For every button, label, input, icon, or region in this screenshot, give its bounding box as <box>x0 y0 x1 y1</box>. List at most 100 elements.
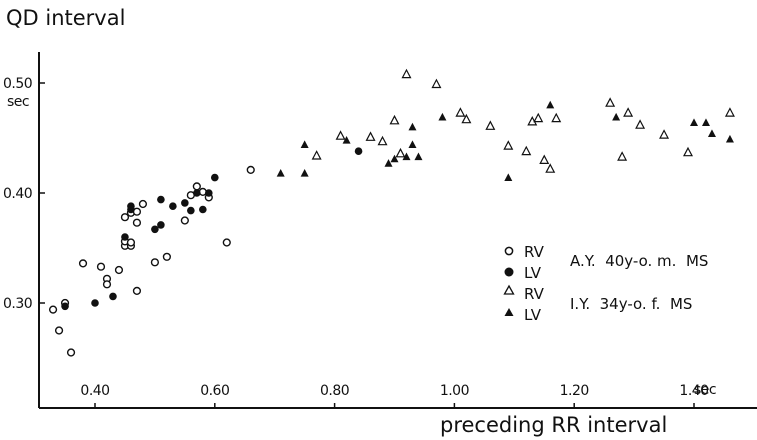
data-point-filled-triangle <box>707 129 716 137</box>
data-point-filled-triangle <box>690 118 698 126</box>
data-point-open-circle <box>162 252 171 261</box>
data-point-filled-circle <box>91 299 99 307</box>
data-point-open-triangle <box>551 112 562 123</box>
data-point-open-triangle <box>521 145 532 156</box>
x-tick-label: 1.40 <box>679 383 708 399</box>
data-point-filled-circle <box>199 205 207 214</box>
data-point-open-triangle <box>539 154 550 164</box>
data-point-open-triangle <box>431 78 442 89</box>
data-point-filled-triangle <box>300 140 309 148</box>
data-point-open-triangle <box>659 129 670 139</box>
x-axis-unit: sec <box>694 382 716 398</box>
data-point-open-triangle <box>623 107 634 117</box>
data-point-open-triangle <box>401 68 412 79</box>
data-point-filled-triangle <box>384 159 393 167</box>
data-point-filled-triangle <box>725 134 734 143</box>
data-point-filled-circle <box>211 173 219 182</box>
data-point-filled-circle <box>157 221 165 229</box>
data-point-open-circle <box>96 262 106 271</box>
data-point-open-circle <box>132 286 142 296</box>
y-axis-unit: sec <box>7 94 29 110</box>
data-point-open-triangle <box>365 131 376 141</box>
data-point-filled-circle <box>181 199 189 207</box>
data-point-filled-circle <box>205 189 213 197</box>
legend-label-ay-rv: RV <box>524 243 545 261</box>
data-point-filled-triangle <box>701 118 710 126</box>
data-point-open-triangle <box>635 119 646 129</box>
legend-marker-ay-lv <box>504 267 514 277</box>
data-point-open-circle <box>132 218 142 227</box>
data-point-open-triangle <box>455 107 466 117</box>
data-point-open-triangle <box>485 120 496 130</box>
x-tick-label: 0.60 <box>200 383 229 399</box>
legend-label-iy-lv: LV <box>524 306 542 324</box>
data-point-filled-circle <box>157 195 165 204</box>
data-point-open-triangle <box>617 151 628 161</box>
data-point-filled-triangle <box>276 169 285 177</box>
data-point-open-triangle <box>377 135 388 146</box>
y-tick-label: 0.30 <box>3 296 32 312</box>
data-point-filled-circle <box>127 205 135 214</box>
data-point-filled-triangle <box>300 169 309 177</box>
legend-marker-iy-rv <box>503 284 515 295</box>
data-point-open-triangle <box>683 146 694 157</box>
data-point-open-triangle <box>311 150 322 160</box>
y-tick-label: 0.40 <box>3 186 32 202</box>
data-point-open-circle <box>102 280 112 289</box>
data-point-filled-triangle <box>402 152 411 161</box>
data-point-open-circle <box>180 216 189 225</box>
data-point-filled-circle <box>193 189 201 197</box>
data-point-filled-circle <box>61 302 69 311</box>
legend-marker-ay-rv <box>504 246 514 256</box>
y-axis-title: QD interval <box>6 6 125 30</box>
data-point-open-circle <box>126 238 136 247</box>
data-point-open-triangle <box>395 147 406 158</box>
legend-marker-iy-lv <box>504 308 514 316</box>
tick-layer: 0.40 0.60 0.80 1.00 1.20 1.40 0.30 0.40 0.50 <box>3 76 709 408</box>
data-point-filled-triangle <box>408 140 417 148</box>
data-points <box>48 68 735 357</box>
data-point-open-triangle <box>389 114 400 125</box>
data-point-open-triangle <box>533 112 544 123</box>
data-point-open-circle <box>78 259 88 268</box>
data-point-open-triangle <box>335 130 346 140</box>
legend-label-ay-lv: LV <box>524 264 542 282</box>
x-tick-label: 0.80 <box>320 383 349 399</box>
legend-group-iy: I.Y. 34y-o. f. MS <box>570 295 692 313</box>
data-point-open-circle <box>54 326 64 335</box>
legend-label-iy-rv: RV <box>524 285 545 303</box>
data-point-open-triangle <box>724 107 735 117</box>
data-point-open-triangle <box>503 140 514 150</box>
data-point-filled-circle <box>354 147 363 155</box>
y-tick-label: 0.50 <box>3 76 32 92</box>
data-point-open-circle <box>192 182 201 191</box>
data-point-open-circle <box>246 165 255 175</box>
x-tick-label: 1.00 <box>440 383 469 399</box>
data-point-open-circle <box>138 199 148 209</box>
x-tick-label: 1.20 <box>560 383 589 399</box>
data-point-filled-circle <box>187 206 195 215</box>
data-point-open-triangle <box>605 97 616 107</box>
data-point-open-triangle <box>545 163 556 173</box>
data-point-filled-triangle <box>546 100 555 109</box>
data-point-filled-circle <box>109 292 117 301</box>
legend: RV LV RV LV A.Y. 40y-o. m. MS I.Y. 34y-o… <box>503 243 708 324</box>
data-point-open-circle <box>114 265 124 275</box>
data-point-filled-triangle <box>390 154 399 163</box>
data-point-filled-triangle <box>342 136 351 144</box>
x-axis-title: preceding RR interval <box>440 413 667 437</box>
data-point-open-circle <box>150 258 160 267</box>
data-point-filled-triangle <box>612 112 621 121</box>
data-point-open-triangle <box>461 113 472 124</box>
data-point-filled-circle <box>121 233 129 241</box>
data-point-open-circle <box>48 305 58 314</box>
data-point-filled-triangle <box>414 152 423 161</box>
data-point-open-circle <box>66 348 76 357</box>
data-point-filled-circle <box>169 202 177 210</box>
data-point-filled-triangle <box>504 173 513 181</box>
legend-group-ay: A.Y. 40y-o. m. MS <box>570 252 708 270</box>
data-point-filled-triangle <box>438 112 447 121</box>
data-point-filled-triangle <box>408 122 417 131</box>
x-tick-label: 0.40 <box>80 383 109 399</box>
